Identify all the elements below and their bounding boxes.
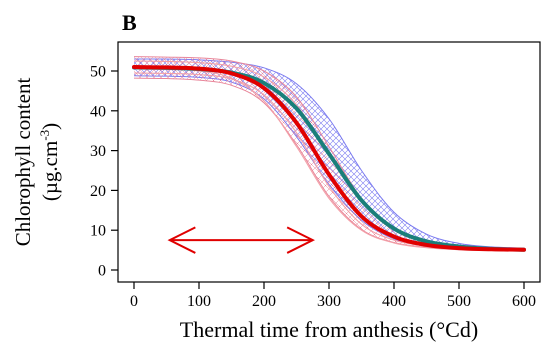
y-tick-label: 20 [90,183,106,200]
y-axis-unit-base: (µg.cm [38,141,62,202]
arrow-head-left [167,226,196,254]
y-axis: 0 10 20 30 40 50 [90,64,118,280]
y-axis-title-line2: (µg.cm-3) [37,123,62,201]
y-axis-unit-exponent: -3 [37,130,52,141]
y-tick-label: 10 [90,223,106,240]
series-lines [132,65,526,252]
x-axis-title: Thermal time from anthesis (°Cd) [180,317,478,342]
x-tick-label: 300 [317,293,341,310]
panel-label: B [122,10,137,35]
annotation-arrow [167,226,315,254]
x-tick-label: 0 [130,293,138,310]
arrow-head-right [286,226,315,254]
y-tick-label: 50 [90,64,106,81]
y-axis-unit-close: ) [38,123,62,130]
x-tick-label: 200 [252,293,276,310]
x-tick-label: 100 [187,293,211,310]
y-axis-title: Chlorophyll content (µg.cm-3) [11,78,62,247]
y-tick-label: 40 [90,103,106,120]
y-tick-label: 0 [98,263,106,280]
x-tick-label: 400 [382,293,406,310]
x-tick-label: 600 [512,293,536,310]
x-axis: 0 100 200 300 400 500 600 [130,282,536,310]
series-line-2 [132,65,526,252]
x-tick-label: 500 [447,293,471,310]
y-axis-title-line1: Chlorophyll content [11,78,35,247]
y-tick-label: 30 [90,143,106,160]
